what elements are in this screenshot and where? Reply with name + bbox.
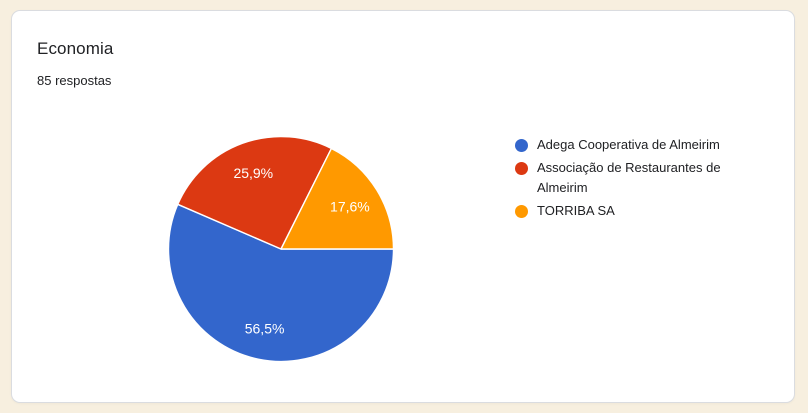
pie-chart: 56,5% 25,9% 17,6% bbox=[167, 135, 395, 363]
legend-label: Adega Cooperativa de Almeirim bbox=[537, 137, 720, 152]
chart-legend: Adega Cooperativa de Almeirim Associação… bbox=[515, 135, 763, 221]
pie-slice-1[interactable] bbox=[177, 135, 333, 250]
question-title: Economia bbox=[37, 39, 114, 58]
legend-dot-orange-icon bbox=[515, 205, 528, 218]
legend-item-torriba[interactable]: TORRIBA SA bbox=[515, 201, 763, 221]
responses-count: 85 respostas bbox=[37, 73, 112, 88]
pie-slice-2[interactable] bbox=[280, 147, 395, 250]
pie-slice-value-label: 17,6% bbox=[330, 199, 370, 215]
pie-slice-value-label: 56,5% bbox=[245, 320, 285, 336]
legend-dot-red-icon bbox=[515, 162, 528, 175]
legend-item-associacao[interactable]: Associação de Restaurantes de Almeirim bbox=[515, 158, 763, 198]
pie-slice-value-label: 25,9% bbox=[233, 165, 273, 181]
pie-chart-svg: 56,5% 25,9% 17,6% bbox=[167, 135, 395, 363]
results-card: Economia 85 respostas 56,5% 25,9% 17,6% Ad… bbox=[11, 10, 795, 403]
legend-label: Associação de Restaurantes de Almeirim bbox=[537, 160, 721, 195]
legend-item-adega[interactable]: Adega Cooperativa de Almeirim bbox=[515, 135, 763, 155]
legend-dot-blue-icon bbox=[515, 139, 528, 152]
pie-slice-0[interactable] bbox=[167, 203, 395, 363]
legend-label: TORRIBA SA bbox=[537, 203, 615, 218]
